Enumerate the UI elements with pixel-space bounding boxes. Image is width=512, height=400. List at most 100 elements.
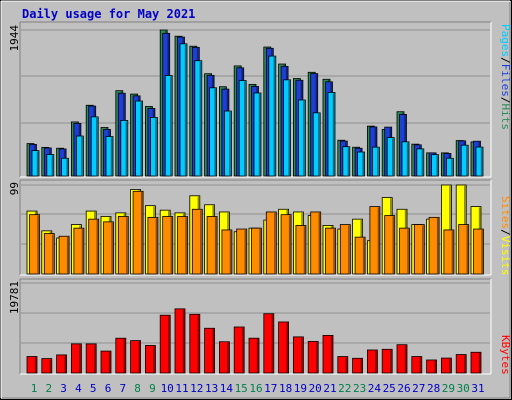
bottom-kbytes-bar-31 bbox=[470, 351, 482, 374]
top-pages-bar-3-shade bbox=[66, 159, 68, 176]
x-tick-label-11: 11 bbox=[175, 382, 188, 395]
legend-pages: Pages bbox=[499, 24, 512, 57]
bottom-kbytes-bar-22 bbox=[337, 356, 349, 374]
top-pages-bar-6-fill bbox=[105, 136, 114, 177]
top-pages-bar-24 bbox=[371, 146, 380, 177]
bottom-kbytes-bar-4-shade bbox=[79, 344, 81, 373]
middle-sites-bar-12-shade bbox=[200, 210, 202, 274]
bottom-kbytes-bar-7-fill bbox=[115, 337, 127, 374]
bottom-kbytes-bar-9-shade bbox=[153, 346, 155, 373]
middle-sites-bar-29-fill bbox=[443, 229, 455, 275]
x-tick-label-27: 27 bbox=[412, 382, 425, 395]
top-pages-bar-18-fill bbox=[283, 79, 292, 177]
legend-separator: / bbox=[499, 229, 512, 236]
top-pages-bar-20 bbox=[312, 112, 321, 177]
bottom-kbytes-bar-25-fill bbox=[381, 348, 393, 374]
top-pages-bar-12-shade bbox=[199, 61, 202, 176]
top-pages-bar-15-fill bbox=[238, 80, 247, 177]
bottom-kbytes-bar-4 bbox=[71, 343, 82, 374]
bottom-kbytes-bar-15-shade bbox=[242, 327, 244, 373]
middle-sites-bar-3-shade bbox=[66, 237, 69, 274]
top-pages-bar-9-fill bbox=[149, 117, 158, 177]
top-pages-bar-16 bbox=[253, 92, 262, 177]
bottom-kbytes-bar-15-fill bbox=[233, 326, 245, 374]
middle-sites-bar-13 bbox=[206, 216, 218, 275]
bottom-kbytes-bar-11-shade bbox=[182, 309, 185, 373]
top-pages-bar-26-shade bbox=[406, 142, 409, 176]
bottom-kbytes-bar-29 bbox=[440, 357, 452, 374]
top-pages-bar-4-shade bbox=[81, 136, 83, 176]
middle-sites-bar-24-shade bbox=[377, 207, 380, 274]
bottom-kbytes-bar-29-shade bbox=[449, 358, 451, 373]
middle-sites-bar-4-shade bbox=[81, 228, 84, 274]
middle-sites-bar-27-fill bbox=[413, 224, 425, 275]
top-pages-bar-12 bbox=[194, 60, 203, 177]
middle-sites-bar-14 bbox=[221, 229, 233, 275]
top-pages-bar-18 bbox=[283, 79, 292, 177]
bottom-kbytes-bar-27-fill bbox=[411, 356, 423, 374]
top-pages-bar-29 bbox=[445, 157, 454, 177]
top-pages-bar-5 bbox=[90, 116, 99, 177]
x-tick-label-22: 22 bbox=[338, 382, 351, 395]
bottom-kbytes-bar-18-shade bbox=[286, 322, 288, 373]
top-pages-bar-9-shade bbox=[155, 118, 157, 176]
top-panel-ymax-label: 1944 bbox=[8, 25, 21, 52]
top-pages-bar-29-fill bbox=[445, 157, 454, 177]
bottom-kbytes-bar-9 bbox=[144, 345, 156, 374]
x-tick-label-15: 15 bbox=[235, 382, 248, 395]
middle-sites-bar-30-fill bbox=[458, 224, 470, 275]
middle-sites-bar-19 bbox=[295, 225, 307, 275]
middle-sites-bar-9-fill bbox=[147, 216, 159, 275]
middle-sites-bar-25-fill bbox=[384, 215, 396, 275]
top-pages-bar-6 bbox=[105, 136, 114, 177]
middle-sites-bar-5-shade bbox=[96, 219, 99, 274]
x-tick-label-2: 2 bbox=[45, 382, 52, 395]
middle-sites-bar-28 bbox=[428, 216, 440, 275]
middle-sites-bar-8-fill bbox=[132, 190, 144, 275]
middle-sites-bar-29-shade bbox=[451, 230, 454, 274]
top-pages-bar-11-fill bbox=[179, 43, 188, 177]
bottom-kbytes-bar-19-shade bbox=[301, 337, 303, 373]
x-tick-label-31: 31 bbox=[471, 382, 484, 395]
bottom-kbytes-bar-24-shade bbox=[375, 350, 377, 373]
x-tick-label-16: 16 bbox=[249, 382, 262, 395]
bottom-kbytes-bar-23-fill bbox=[352, 357, 364, 374]
bottom-kbytes-bar-6-fill bbox=[100, 350, 112, 374]
bottom-kbytes-bar-14-shade bbox=[227, 342, 229, 373]
top-pages-bar-24-fill bbox=[371, 146, 380, 177]
bottom-kbytes-bar-17-shade bbox=[271, 314, 274, 373]
middle-panel-ymax-label: 99 bbox=[8, 182, 21, 195]
bottom-kbytes-bar-20 bbox=[307, 341, 319, 374]
top-pages-bar-1-fill bbox=[31, 150, 40, 177]
middle-sites-bar-5 bbox=[88, 218, 100, 275]
bottom-kbytes-bar-14 bbox=[218, 341, 230, 374]
middle-sites-bar-16 bbox=[251, 227, 262, 275]
middle-sites-bar-5-fill bbox=[88, 218, 100, 275]
top-pages-bar-1-shade bbox=[36, 151, 39, 176]
chart-title: Daily usage for May 2021 bbox=[22, 7, 195, 21]
bottom-kbytes-bar-5 bbox=[85, 343, 97, 374]
bottom-kbytes-bar-12-shade bbox=[197, 315, 200, 373]
middle-sites-bar-21-fill bbox=[325, 227, 336, 275]
middle-sites-bar-26 bbox=[399, 227, 410, 275]
bottom-kbytes-bar-3-shade bbox=[64, 355, 66, 373]
x-tick-label-17: 17 bbox=[264, 382, 277, 395]
middle-panel-legend: Sites/Visits bbox=[499, 196, 512, 276]
x-tick-label-10: 10 bbox=[161, 382, 174, 395]
top-pages-bar-8 bbox=[135, 100, 144, 177]
bottom-kbytes-bar-16 bbox=[248, 337, 260, 374]
bottom-kbytes-bar-16-fill bbox=[248, 337, 260, 374]
top-pages-bar-30-fill bbox=[460, 144, 469, 177]
bottom-kbytes-bar-12-fill bbox=[189, 313, 201, 374]
top-panel-legend: Pages/Files/Hits bbox=[499, 24, 512, 130]
middle-sites-bar-1 bbox=[29, 214, 40, 275]
x-tick-label-26: 26 bbox=[397, 382, 410, 395]
top-pages-bar-14-fill bbox=[223, 110, 232, 177]
bottom-kbytes-bar-22-shade bbox=[345, 357, 348, 373]
middle-sites-bar-12 bbox=[191, 208, 203, 275]
x-tick-label-29: 29 bbox=[442, 382, 455, 395]
middle-sites-bar-23 bbox=[354, 236, 366, 275]
top-pages-bar-5-shade bbox=[96, 117, 98, 176]
top-pages-bar-31 bbox=[475, 146, 484, 177]
top-pages-bar-24-shade bbox=[377, 147, 379, 176]
